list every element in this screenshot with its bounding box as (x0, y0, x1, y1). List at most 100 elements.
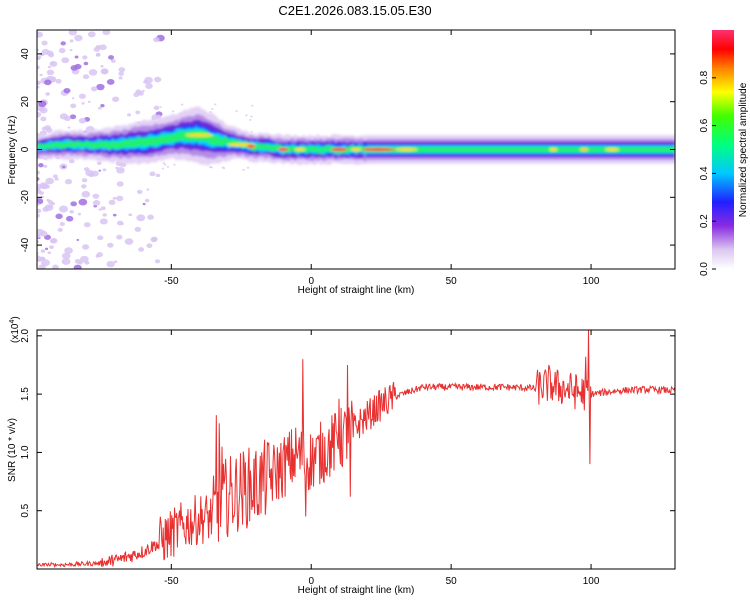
snr-frame (36, 329, 676, 570)
heatmap-noise-speck (50, 202, 56, 206)
heatmap-noise-speck (48, 52, 55, 58)
heatmap-noise-speck (88, 172, 94, 178)
heatmap-noise-speck (49, 60, 58, 67)
heatmap-noise-speck (69, 209, 75, 214)
heatmap-noise-speck (52, 264, 59, 269)
spectrogram-y-ticks: -40 -20 0 20 40 (20, 48, 675, 252)
snr-y-tick-label: 2.0 (20, 328, 31, 342)
heatmap-noise-speck (128, 213, 133, 217)
heatmap-noise-speck (96, 161, 102, 166)
heatmap-noise-speck (59, 222, 65, 227)
heatmap-noise-speck (88, 69, 98, 76)
heatmap-hot-spot (579, 147, 589, 152)
colorbar-tick-label: 0.6 (699, 118, 710, 132)
heatmap-noise-speck (61, 57, 70, 64)
heatmap-noise-speck (67, 126, 71, 129)
heatmap-noise-speck (134, 226, 142, 232)
heatmap-noise-speck (100, 68, 109, 75)
heatmap-noise-speck (55, 213, 63, 220)
heatmap-noise-speck (87, 31, 96, 38)
spectrogram-x-tick-label: 50 (446, 276, 458, 287)
heatmap-noise-speck (65, 215, 74, 222)
heatmap-noise-speck (93, 46, 101, 52)
heatmap-noise-speck (108, 199, 116, 205)
heatmap-noise-speck (97, 106, 102, 110)
heatmap-noise-speck (173, 163, 176, 166)
heatmap-hot-spot (350, 147, 362, 152)
heatmap-noise-speck (46, 198, 50, 202)
heatmap-noise-speck (40, 116, 47, 122)
heatmap-noise-speck (162, 162, 166, 165)
heatmap-noise-speck (147, 214, 154, 220)
heatmap-noise-speck (37, 177, 40, 181)
snr-x-tick-label: 0 (308, 576, 314, 587)
heatmap-noise-speck (37, 258, 42, 262)
heatmap-hot-spot (185, 133, 214, 137)
heatmap-noise-speck (43, 164, 48, 168)
heatmap-noise-speck (100, 103, 105, 108)
heatmap-noise-speck (102, 30, 111, 36)
heatmap-noise-speck (96, 83, 105, 91)
heatmap-noise-speck (41, 259, 50, 267)
heatmap-noise-speck (106, 260, 115, 268)
heatmap-noise-speck (246, 166, 250, 169)
heatmap-noise-speck (136, 189, 143, 195)
heatmap-hot-spot (549, 147, 558, 152)
heatmap-noise-speck (76, 238, 80, 241)
heatmap-noise-speck (70, 65, 78, 71)
heatmap-noise-speck (44, 204, 54, 211)
heatmap-noise-speck (245, 114, 248, 117)
heatmap-noise-speck (68, 158, 75, 164)
heatmap-noise-speck (77, 212, 82, 216)
heatmap-noise-speck (61, 258, 71, 265)
heatmap-noise-speck (47, 251, 52, 255)
heatmap-noise-speck (37, 56, 41, 61)
spectrogram-y-tick-label: 0 (20, 146, 31, 152)
heatmap-noise-speck (107, 242, 114, 248)
heatmap-noise-speck (39, 130, 47, 136)
heatmap-noise-speck (153, 105, 160, 111)
heatmap-noise-speck (40, 183, 48, 190)
heatmap-noise-speck (136, 214, 146, 222)
heatmap-noise-speck (44, 79, 52, 86)
heatmap-noise-speck (63, 87, 71, 94)
heatmap-noise-speck (52, 174, 58, 179)
spectrogram-y-tick-label: -20 (20, 190, 31, 205)
heatmap-noise-speck (102, 213, 107, 217)
heatmap-noise-speck (98, 169, 102, 172)
heatmap-noise-speck (99, 44, 107, 51)
heatmap-noise-speck (58, 205, 69, 213)
heatmap-noise-speck (211, 108, 214, 111)
colorbar-label: Normalized spectral amplitude (738, 82, 749, 217)
heatmap-noise-speck (69, 39, 74, 43)
heatmap-noise-speck (116, 195, 124, 202)
heatmap-noise-speck (41, 40, 48, 46)
heatmap-noise-speck (116, 181, 124, 187)
heatmap-noise-speck (154, 76, 162, 83)
heatmap-noise-speck (138, 247, 145, 252)
heatmap-noise-speck (112, 196, 117, 200)
heatmap-noise-speck (46, 69, 55, 76)
heatmap-noise-speck (127, 113, 132, 117)
colorbar-tick-label: 0.0 (699, 262, 710, 276)
heatmap-noise-speck (45, 247, 49, 251)
heatmap-hot-spot (246, 144, 256, 148)
heatmap-noise-speck (37, 202, 40, 207)
spectrogram-y-tick-label: 40 (20, 48, 31, 60)
heatmap-noise-speck (38, 100, 47, 108)
heatmap-noise-speck (118, 67, 126, 73)
snr-series-line (37, 330, 675, 569)
heatmap-noise-speck (39, 230, 48, 237)
heatmap-noise-speck (39, 107, 48, 114)
heatmap-noise-speck (116, 167, 125, 174)
heatmap-noise-speck (110, 59, 116, 63)
heatmap-noise-speck (70, 103, 77, 109)
heatmap-noise-speck (90, 86, 98, 92)
heatmap-noise-speck (97, 235, 104, 241)
snr-y-multiplier-exp: 4 (9, 320, 16, 324)
heatmap-noise-speck (82, 244, 90, 250)
heatmap-noise-speck (120, 222, 124, 225)
heatmap-noise-speck (37, 65, 40, 70)
heatmap-hot-spot (277, 147, 289, 152)
heatmap-noise-speck (49, 245, 54, 250)
